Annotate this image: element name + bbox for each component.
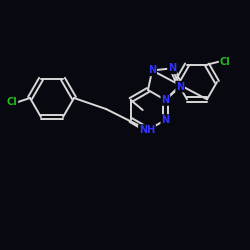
Text: N: N xyxy=(176,82,184,92)
Text: N: N xyxy=(161,115,170,125)
Text: N: N xyxy=(161,95,170,105)
Text: Cl: Cl xyxy=(6,97,18,107)
Text: NH: NH xyxy=(139,125,155,135)
Text: N: N xyxy=(148,66,156,76)
Text: N: N xyxy=(168,63,176,73)
Text: Cl: Cl xyxy=(220,57,230,67)
